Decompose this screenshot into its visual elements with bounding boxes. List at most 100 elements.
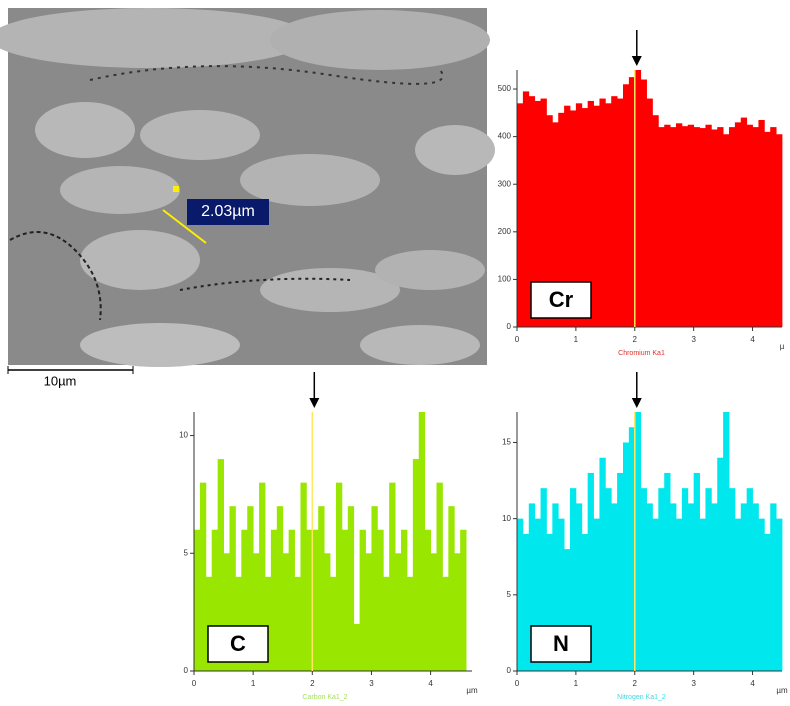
bar <box>652 518 659 671</box>
x-tick-label: 1 <box>574 679 579 688</box>
element-label-box <box>530 281 592 319</box>
bar <box>764 131 771 327</box>
y-tick-label: 500 <box>498 84 512 93</box>
bar <box>729 127 736 327</box>
bar <box>676 123 683 327</box>
bar <box>205 576 213 671</box>
y-tick-label: 5 <box>507 590 512 599</box>
bar <box>324 553 331 671</box>
bar <box>276 506 284 671</box>
bar <box>593 105 600 327</box>
y-tick-label: 10 <box>179 431 188 440</box>
bar <box>623 84 630 328</box>
y-tick-label: 0 <box>184 666 189 675</box>
y-tick-label: 15 <box>502 438 511 447</box>
arrow-head <box>309 398 320 408</box>
bar <box>693 127 700 327</box>
x-tick-label: 4 <box>750 335 755 344</box>
bar <box>235 576 242 671</box>
bar <box>587 472 594 671</box>
measurement-label: 2.03µm <box>201 203 255 220</box>
x-tick-label: 0 <box>515 335 520 344</box>
bar <box>634 70 642 327</box>
bar <box>723 134 730 327</box>
x-tick-label: 0 <box>515 679 520 688</box>
x-tick-label: 4 <box>428 679 433 688</box>
bar <box>406 576 414 671</box>
bar <box>617 472 624 671</box>
bar <box>270 529 278 671</box>
x-tick-label: 0 <box>192 679 197 688</box>
bar <box>534 518 541 671</box>
bar <box>540 98 547 327</box>
bar <box>241 529 248 671</box>
bar <box>752 127 759 327</box>
bar <box>217 459 224 671</box>
bar <box>670 127 677 327</box>
bar <box>699 128 706 327</box>
bar <box>460 529 467 671</box>
bar <box>282 553 290 671</box>
y-tick-label: 10 <box>502 514 511 523</box>
bar <box>658 127 665 327</box>
bar <box>517 103 524 327</box>
bar <box>558 518 565 671</box>
y-tick-label: 300 <box>498 179 512 188</box>
element-label-box <box>530 625 592 663</box>
bar <box>540 488 547 671</box>
bar <box>705 124 712 328</box>
x-axis-title: Chromium Ka1 <box>618 350 665 357</box>
bar <box>294 576 301 671</box>
bar <box>770 127 777 327</box>
bar <box>617 98 624 327</box>
bar <box>264 576 272 671</box>
bar <box>564 549 571 671</box>
bar <box>546 533 553 671</box>
y-tick-label: 0 <box>507 666 512 675</box>
bar <box>587 100 594 328</box>
bar <box>711 503 718 671</box>
element-label: C <box>230 631 246 656</box>
bar <box>770 503 777 671</box>
bar <box>746 488 753 671</box>
bar <box>758 119 765 327</box>
bar <box>664 472 671 671</box>
bar <box>646 98 653 327</box>
bar <box>599 457 606 671</box>
bar <box>717 127 724 327</box>
bar <box>628 427 636 671</box>
bar <box>199 482 207 671</box>
bar <box>558 112 565 327</box>
bar <box>522 91 530 328</box>
bar <box>581 108 589 328</box>
bar <box>575 503 583 671</box>
bar <box>658 488 665 671</box>
bar <box>306 529 313 671</box>
bar <box>552 122 559 327</box>
scale-bar-label: 10µm <box>44 373 77 388</box>
x-tick-label: 2 <box>633 679 638 688</box>
bar <box>247 506 254 671</box>
bar <box>330 576 337 671</box>
bar <box>534 100 541 328</box>
bar <box>335 482 343 671</box>
bar <box>640 488 647 671</box>
bar <box>454 553 461 671</box>
bar <box>401 529 408 671</box>
bar <box>570 110 577 327</box>
bar <box>605 103 612 327</box>
bar <box>764 533 771 671</box>
bar <box>517 518 524 671</box>
bar <box>628 77 636 327</box>
bar <box>676 518 683 671</box>
y-tick-label: 400 <box>498 132 512 141</box>
bar <box>436 482 443 671</box>
bar <box>634 412 642 671</box>
bar <box>605 488 612 671</box>
x-axis-title: Nitrogen Ka1_2 <box>617 694 666 701</box>
arrow-head <box>631 56 642 66</box>
y-tick-label: 5 <box>184 548 189 557</box>
bar <box>211 529 219 671</box>
